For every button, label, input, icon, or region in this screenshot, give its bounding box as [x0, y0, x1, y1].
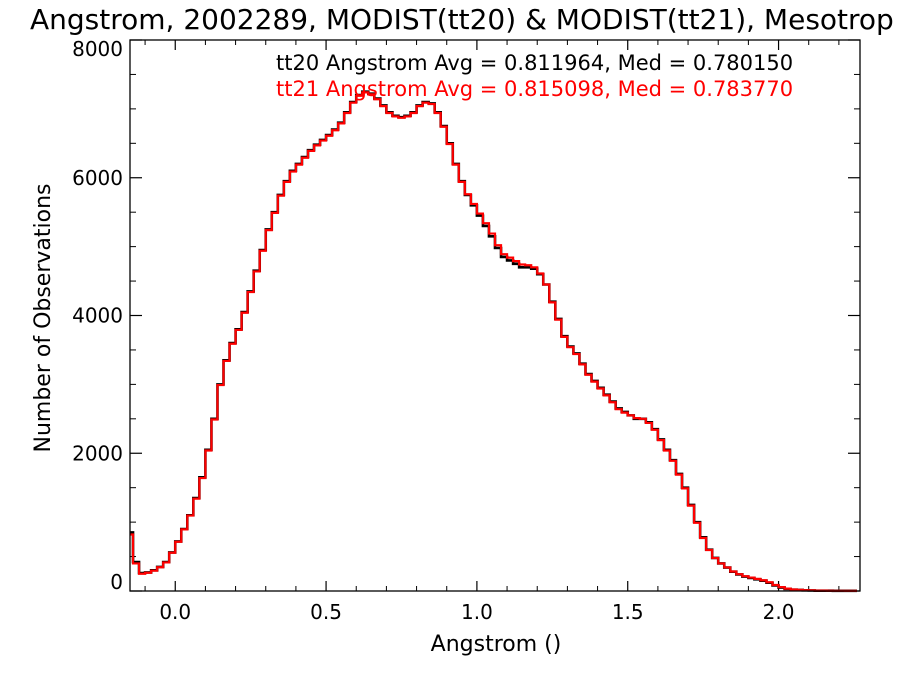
x-axis-label: Angstrom () — [431, 632, 562, 657]
x-tick-label: 2.0 — [763, 600, 795, 624]
plot-frame — [129, 39, 861, 592]
x-tick-label: 0.5 — [310, 600, 342, 624]
y-tick-label: 8000 — [72, 37, 123, 61]
y-axis-label: Number of Observations — [31, 184, 56, 453]
x-tick-label: 0.0 — [159, 600, 191, 624]
y-tick-label: 0 — [110, 570, 123, 594]
x-tick-label: 1.5 — [612, 600, 644, 624]
x-tick-label: 1.0 — [461, 600, 493, 624]
y-axis-label-group: Number of Observations — [31, 184, 56, 453]
data-series — [130, 90, 857, 593]
tt21-stats-annotation: tt21 Angstrom Avg = 0.815098, Med = 0.78… — [276, 77, 793, 101]
y-tick-label: 4000 — [72, 304, 123, 328]
chart-title: Angstrom, 2002289, MODIST(tt20) & MODIST… — [30, 3, 894, 36]
y-tick-label: 6000 — [72, 166, 123, 190]
y-tick-label: 2000 — [72, 441, 123, 465]
axis-ticks: 0.0 0.5 1.0 1.5 2.0 0 2000 4000 6000 8000 — [72, 37, 860, 624]
series-1-histogram-line — [130, 91, 857, 592]
tt20-stats-annotation: tt20 Angstrom Avg = 0.811964, Med = 0.78… — [276, 51, 793, 75]
